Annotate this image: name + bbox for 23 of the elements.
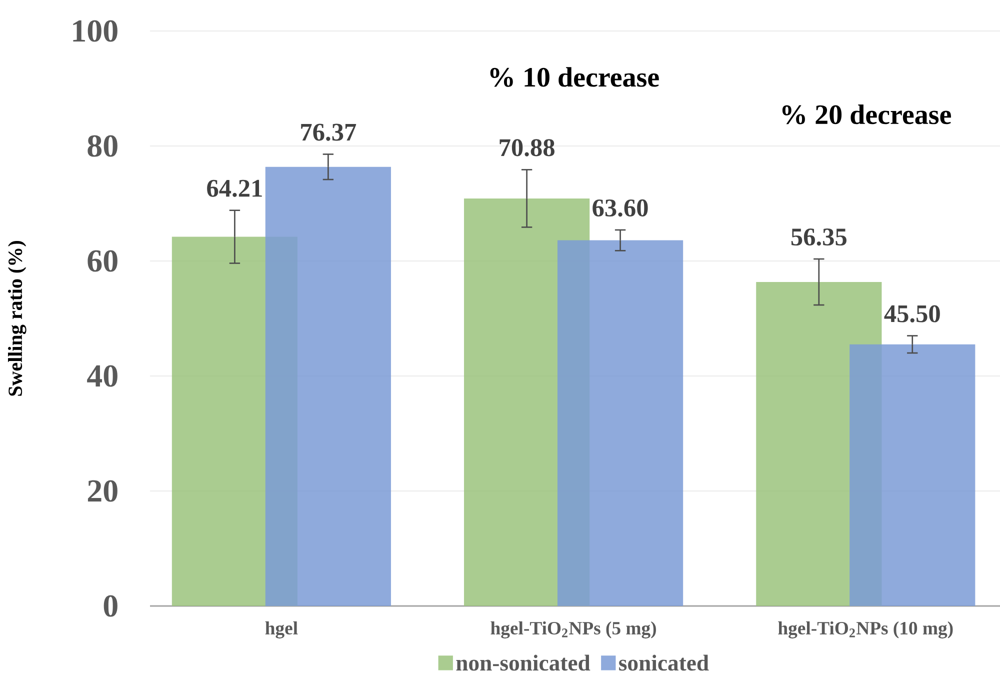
data-label: 63.60 — [592, 199, 648, 217]
x-tick-label: hgel-TiO$_{2}$NPs (10 mg) — [778, 621, 953, 638]
y-tick-label: 40 — [87, 365, 118, 387]
annotation: % 20 decrease — [782, 104, 951, 124]
bar — [557, 240, 684, 606]
y-axis-title: Swelling ratio (%) — [8, 241, 26, 396]
data-label: 64.21 — [207, 180, 262, 197]
data-label: 56.35 — [791, 228, 846, 246]
data-label: 76.37 — [301, 124, 356, 141]
x-tick-label: hgel — [265, 621, 298, 638]
y-tick-label: 0 — [104, 595, 118, 617]
y-tick-label: 60 — [88, 250, 118, 272]
data-label: 45.50 — [884, 305, 940, 322]
data-label: 70.88 — [500, 139, 554, 156]
y-tick-label: 20 — [88, 480, 118, 502]
bar — [265, 166, 391, 606]
annotation: % 10 decrease — [490, 67, 659, 87]
y-tick-label: 80 — [88, 135, 118, 157]
x-tick-label: hgel-TiO$_{2}$NPs (5 mg) — [490, 621, 656, 638]
legend-label: sonicated — [619, 654, 709, 671]
y-tick-label: 100 — [73, 20, 118, 42]
legend-label: non-sonicated — [456, 654, 590, 671]
bar — [850, 344, 976, 606]
